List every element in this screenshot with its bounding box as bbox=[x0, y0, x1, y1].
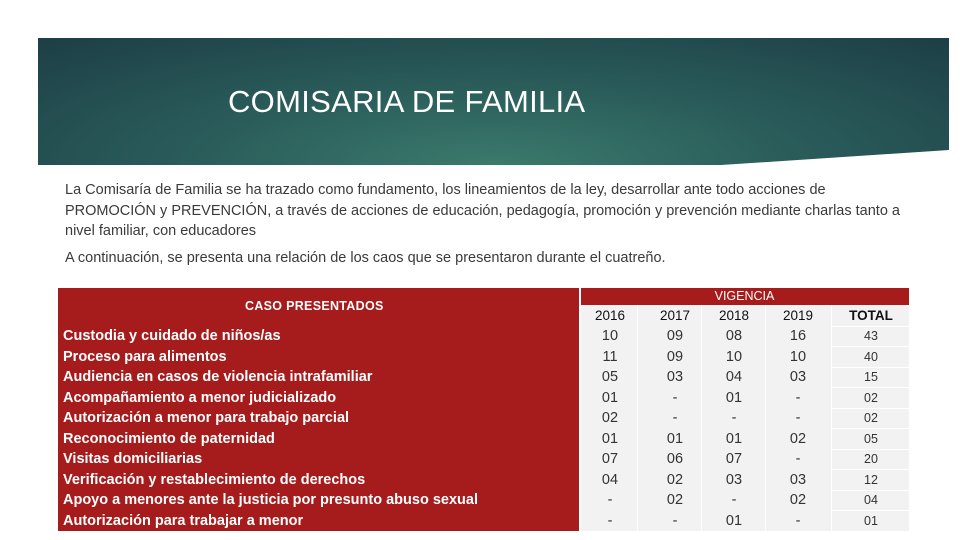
cell-2017: 02 bbox=[666, 471, 684, 488]
cell-2016: 10 bbox=[601, 328, 619, 344]
case-item: Custodia y cuidado de niños/as bbox=[63, 328, 281, 344]
cell-2016: 07 bbox=[601, 451, 619, 467]
cell-2018: - bbox=[731, 410, 737, 426]
case-item: Apoyo a menores ante la justicia por pre… bbox=[63, 492, 478, 508]
row-divider bbox=[831, 449, 909, 450]
column-total: TOTAL 43 40 15 02 02 05 20 12 04 01 bbox=[833, 306, 909, 531]
cell-2017: 03 bbox=[666, 369, 684, 385]
vigencia-header-bar bbox=[581, 288, 909, 305]
row-divider bbox=[831, 326, 909, 327]
cell-total: 05 bbox=[864, 431, 878, 446]
case-list-panel bbox=[58, 324, 579, 531]
cell-2018: 01 bbox=[725, 389, 743, 406]
cell-total: 15 bbox=[864, 370, 878, 384]
column-header-2018: 2018 bbox=[718, 308, 750, 323]
intro-paragraph: La Comisaría de Familia se ha trazado co… bbox=[65, 182, 900, 239]
column-divider bbox=[765, 305, 766, 531]
summary-paragraph: A continuación, se presenta una relación… bbox=[65, 250, 666, 266]
cell-2016: 05 bbox=[601, 369, 619, 385]
cell-2018: - bbox=[731, 492, 737, 508]
case-header-cell: CASO PRESENTADOS bbox=[58, 288, 579, 324]
column-header-total: TOTAL bbox=[849, 308, 893, 323]
cell-2018: 01 bbox=[725, 430, 743, 447]
cell-2017: 09 bbox=[666, 328, 684, 344]
cell-2018: 01 bbox=[725, 512, 743, 529]
cell-2019: 03 bbox=[789, 369, 807, 385]
cell-2018: 04 bbox=[725, 369, 743, 385]
cell-2016: - bbox=[607, 512, 613, 529]
case-item: Autorización para trabajar a menor bbox=[63, 512, 304, 529]
row-divider bbox=[831, 428, 909, 429]
row-divider bbox=[831, 408, 909, 409]
column-2016: 2016 10 11 05 01 02 01 07 04 - - bbox=[586, 306, 634, 531]
cell-2017: 06 bbox=[666, 451, 684, 467]
cell-2017: - bbox=[672, 512, 678, 529]
case-item: Reconocimiento de paternidad bbox=[63, 430, 275, 447]
case-header-label: CASO PRESENTADOS bbox=[245, 299, 384, 313]
column-2019: 2019 16 10 03 - - 02 - 03 02 - bbox=[774, 306, 822, 531]
column-header-2019: 2019 bbox=[782, 308, 814, 323]
cell-total: 20 bbox=[864, 452, 878, 466]
cell-2017: - bbox=[672, 389, 678, 406]
cell-total: 02 bbox=[864, 390, 878, 405]
column-header-2016: 2016 bbox=[594, 308, 626, 323]
row-divider bbox=[831, 367, 909, 368]
cell-2018: 07 bbox=[725, 451, 743, 467]
cell-total: 04 bbox=[864, 493, 878, 507]
page-title: COMISARIA DE FAMILIA bbox=[228, 84, 586, 119]
row-divider bbox=[831, 490, 909, 491]
cell-2019: - bbox=[795, 512, 801, 529]
cell-total: 02 bbox=[864, 411, 878, 425]
cell-2017: 01 bbox=[666, 430, 684, 447]
cell-2018: 10 bbox=[725, 348, 743, 365]
cell-2019: 16 bbox=[789, 328, 807, 344]
case-list: Custodia y cuidado de niños/as Proceso p… bbox=[63, 326, 478, 531]
case-item: Audiencia en casos de violencia intrafam… bbox=[63, 369, 373, 385]
cell-2017: 09 bbox=[666, 348, 684, 365]
cell-total: 43 bbox=[864, 329, 878, 343]
cell-2016: 04 bbox=[601, 471, 619, 488]
title-banner bbox=[38, 38, 949, 165]
cell-2016: 01 bbox=[601, 389, 619, 406]
cell-2016: - bbox=[607, 492, 613, 508]
column-divider bbox=[831, 305, 832, 531]
cell-2018: 08 bbox=[725, 328, 743, 344]
case-item: Visitas domiciliarias bbox=[63, 451, 203, 467]
cell-2016: 01 bbox=[601, 430, 619, 447]
cell-2019: - bbox=[795, 389, 801, 406]
row-divider bbox=[831, 387, 909, 388]
cell-2019: - bbox=[795, 451, 801, 467]
column-header-2017: 2017 bbox=[659, 308, 691, 323]
column-divider bbox=[637, 305, 638, 531]
cell-2018: 03 bbox=[725, 471, 743, 488]
cell-2019: 02 bbox=[789, 492, 807, 508]
case-item: Verificación y restablecimiento de derec… bbox=[63, 471, 366, 488]
cell-2017: - bbox=[672, 410, 678, 426]
cell-total: 12 bbox=[864, 472, 878, 487]
row-divider bbox=[831, 469, 909, 470]
cell-total: 40 bbox=[864, 349, 878, 364]
cell-total: 01 bbox=[864, 513, 878, 528]
cell-2017: 02 bbox=[666, 492, 684, 508]
cell-2019: 10 bbox=[789, 348, 807, 365]
cell-2019: - bbox=[795, 410, 801, 426]
column-2018: 2018 08 10 04 01 - 01 07 03 - 01 bbox=[710, 306, 758, 531]
case-item: Autorización a menor para trabajo parcia… bbox=[63, 410, 350, 426]
cell-2016: 02 bbox=[601, 410, 619, 426]
cell-2019: 02 bbox=[789, 430, 807, 447]
case-item: Acompañamiento a menor judicializado bbox=[63, 389, 337, 406]
cell-2016: 11 bbox=[602, 348, 618, 365]
vigencia-header-label: VIGENCIA bbox=[714, 289, 775, 303]
column-divider bbox=[701, 305, 702, 531]
row-divider bbox=[831, 346, 909, 347]
cell-2019: 03 bbox=[789, 471, 807, 488]
row-divider bbox=[831, 510, 909, 511]
column-2017: 2017 09 09 03 - - 01 06 02 02 - bbox=[651, 306, 699, 531]
case-item: Proceso para alimentos bbox=[63, 348, 227, 365]
